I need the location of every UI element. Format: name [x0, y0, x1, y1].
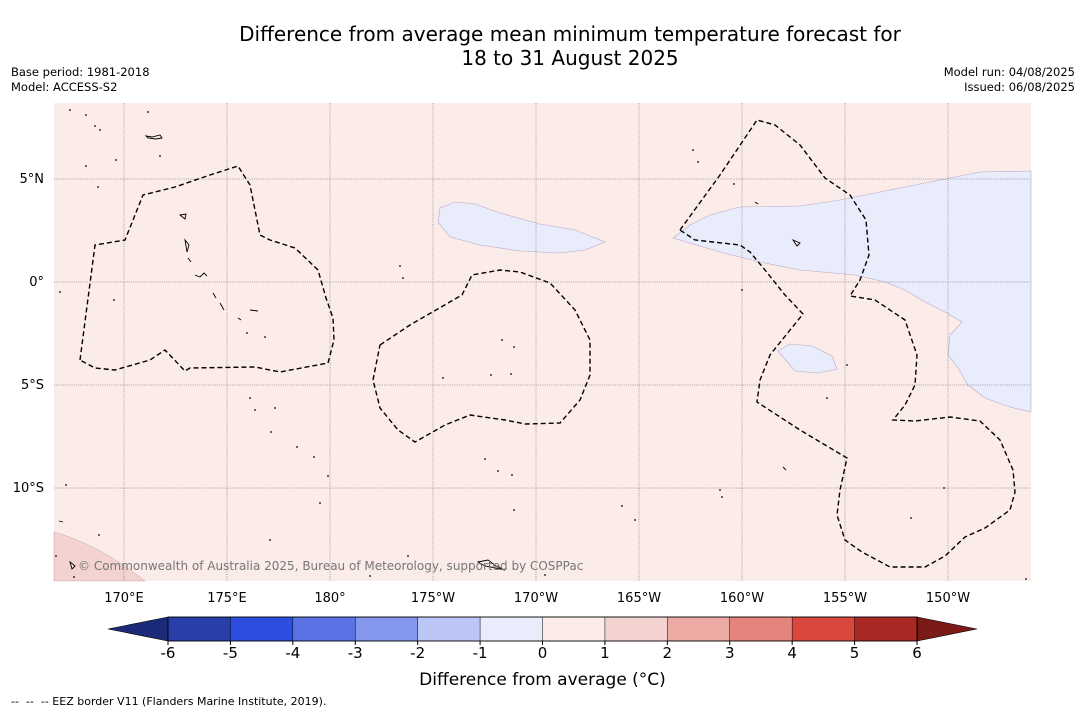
eez-borders	[79, 119, 1016, 568]
colorbar-tick-label: 6	[912, 644, 922, 662]
lon-labels: 170°E 175°E 180° 175°W 170°W 165°W 160°W…	[104, 591, 970, 606]
lon-label: 150°W	[926, 591, 970, 606]
colorbar-tick-label: 4	[787, 644, 797, 662]
colorbar-tick-label: 3	[725, 644, 735, 662]
colorbar-segment	[542, 616, 606, 642]
base-period: Base period: 1981-2018	[11, 65, 150, 79]
colorbar-tick-label: -4	[285, 644, 300, 662]
lon-label: 175°W	[411, 591, 455, 606]
colorbar-segment	[791, 616, 856, 642]
lon-label: 165°W	[617, 591, 661, 606]
colorbar-tick-label: 2	[663, 644, 673, 662]
lon-label: 180°	[314, 591, 345, 606]
islands	[58, 134, 801, 571]
model-name: Model: ACCESS-S2	[11, 80, 118, 94]
colorbar-tick-label: -2	[410, 644, 425, 662]
anomaly-region-small	[777, 343, 838, 374]
title-line-1: Difference from average mean minimum tem…	[239, 22, 901, 46]
lat-label: 0°	[29, 275, 44, 290]
lon-label: 175°E	[207, 591, 247, 606]
colorbar-segment	[230, 616, 294, 642]
colorbar-tick-label: -5	[223, 644, 238, 662]
anomaly-region-central	[437, 201, 606, 254]
lat-label: 10°S	[13, 481, 44, 496]
model-run: Model run: 04/08/2025	[943, 65, 1075, 79]
map-background	[54, 103, 1031, 581]
colorbar-label: Difference from average (°C)	[419, 670, 666, 690]
colorbar-tick-label: -3	[348, 644, 363, 662]
lon-label: 170°E	[104, 591, 144, 606]
meta-right: Model run: 04/08/2025 Issued: 06/08/2025	[944, 65, 1075, 95]
lat-label: 5°S	[21, 378, 44, 393]
colorbar-segment	[854, 616, 918, 642]
colorbar-segment	[355, 616, 419, 642]
colorbar-over-arrow	[916, 616, 978, 642]
colorbar-tick-label: 0	[538, 644, 548, 662]
colorbar-tick-label: 5	[850, 644, 860, 662]
colorbar-segment	[729, 616, 793, 642]
issued-date: Issued: 06/08/2025	[964, 80, 1075, 94]
colorbar-tick-label: 1	[600, 644, 610, 662]
colorbar-segment	[292, 616, 357, 642]
colorbar-segment	[604, 616, 669, 642]
colorbar-tick-label: -1	[473, 644, 488, 662]
meta-left: Base period: 1981-2018 Model: ACCESS-S2	[11, 65, 150, 95]
lon-label: 155°W	[823, 591, 867, 606]
colorbar: -6 -5 -4 -3 -2 -1 0 1 2 3 4 5 6	[107, 616, 978, 662]
lon-label: 160°W	[720, 591, 764, 606]
lat-labels: 5°N 0° 5°S 10°S	[13, 172, 44, 496]
anomaly-region-1-2	[53, 531, 146, 582]
map-title: Difference from average mean minimum tem…	[0, 22, 1085, 70]
colorbar-segment	[667, 616, 731, 642]
colorbar-segment	[417, 616, 481, 642]
colorbar-under-arrow	[107, 616, 169, 642]
lat-label: 5°N	[20, 172, 45, 187]
eez-footnote: -- -- -- EEZ border V11 (Flanders Marine…	[11, 695, 327, 708]
colorbar-tick-label: -6	[161, 644, 176, 662]
colorbar-segment	[167, 616, 232, 642]
island-dots	[55, 109, 1027, 580]
gridlines	[54, 103, 1031, 581]
title-line-2: 18 to 31 August 2025	[461, 46, 679, 70]
lon-label: 170°W	[514, 591, 558, 606]
colorbar-segment	[479, 616, 544, 642]
copyright-text: © Commonwealth of Australia 2025, Bureau…	[78, 559, 583, 573]
